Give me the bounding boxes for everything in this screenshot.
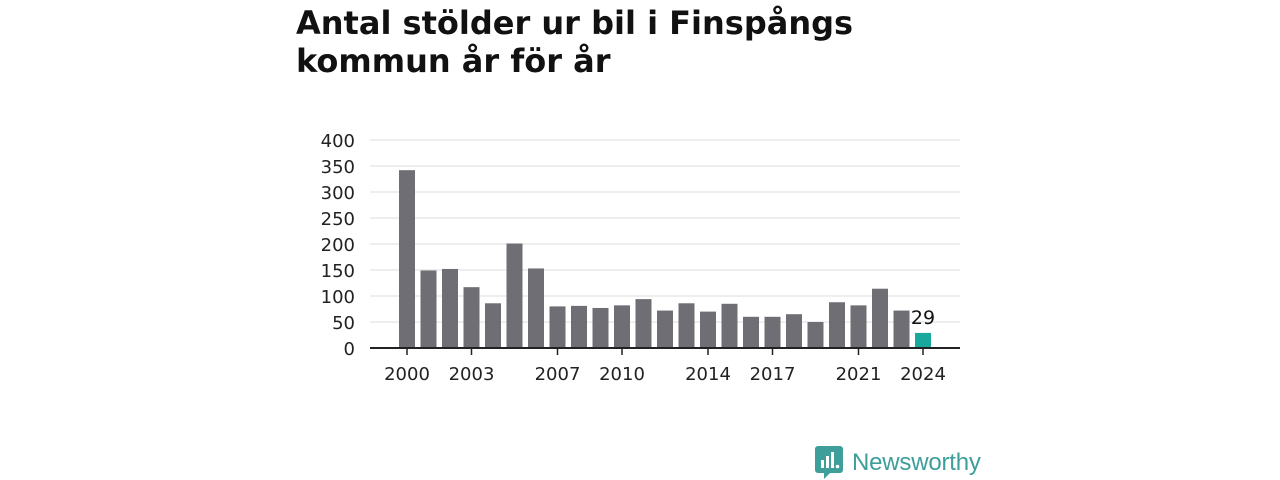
x-tick-label: 2003 (449, 364, 495, 385)
bar-2004 (485, 303, 501, 348)
bar-2019 (807, 322, 824, 348)
data-labels: 29 (911, 307, 935, 329)
bar-2001 (420, 270, 437, 348)
bar-2008 (571, 305, 587, 348)
bar-2002 (442, 268, 458, 348)
y-tick-label: 0 (344, 339, 355, 360)
y-tick-label: 250 (321, 209, 355, 230)
y-tick-label: 200 (321, 235, 355, 256)
chart-title: Antal stölder ur bil i Finspångs kommun … (296, 4, 854, 80)
bar-2012 (657, 310, 673, 348)
y-tick-label: 350 (321, 157, 355, 178)
newsworthy-brand: Newsworthy (815, 446, 981, 480)
bar-2010 (614, 305, 630, 348)
bar-2016 (743, 316, 759, 348)
y-tick-label: 300 (321, 183, 355, 204)
x-tick-label: 2017 (750, 364, 796, 385)
bar-2000 (399, 170, 415, 348)
x-tick-label: 2007 (535, 364, 581, 385)
axis-ticks: 0 50 100 150 200 250 300 350 400 2000 2003 2007 2010… (321, 131, 946, 385)
y-tick-label: 100 (321, 287, 355, 308)
bar-2003 (463, 287, 480, 348)
bar-2017 (764, 316, 781, 348)
bar-2024 (915, 332, 931, 348)
newsworthy-logo-icon (815, 446, 843, 479)
bar-2015 (721, 303, 738, 348)
y-tick-label: 150 (321, 261, 355, 282)
x-tick-label: 2014 (685, 364, 731, 385)
x-tick-label: 2010 (599, 364, 645, 385)
bar-2020 (829, 302, 845, 348)
x-tick-label: 2000 (384, 364, 430, 385)
brand-name: Newsworthy (852, 449, 981, 476)
bar-2023 (893, 310, 910, 348)
bar-2006 (528, 268, 544, 348)
bar-2007 (549, 306, 566, 348)
bar-2009 (592, 307, 609, 348)
data-label-2024: 29 (911, 307, 935, 329)
gridlines (370, 139, 960, 323)
bar-2021 (850, 305, 867, 348)
y-tick-label: 400 (321, 131, 355, 152)
bar-2013 (678, 303, 695, 348)
bar-2022 (872, 288, 888, 348)
bar-2011 (635, 299, 652, 348)
x-tick-label: 2021 (836, 364, 882, 385)
bars (399, 170, 931, 348)
bar-2014 (700, 311, 716, 348)
bar-2018 (786, 314, 802, 348)
x-tick-label: 2024 (900, 364, 946, 385)
y-tick-label: 50 (332, 313, 355, 334)
bar-2005 (506, 243, 523, 348)
